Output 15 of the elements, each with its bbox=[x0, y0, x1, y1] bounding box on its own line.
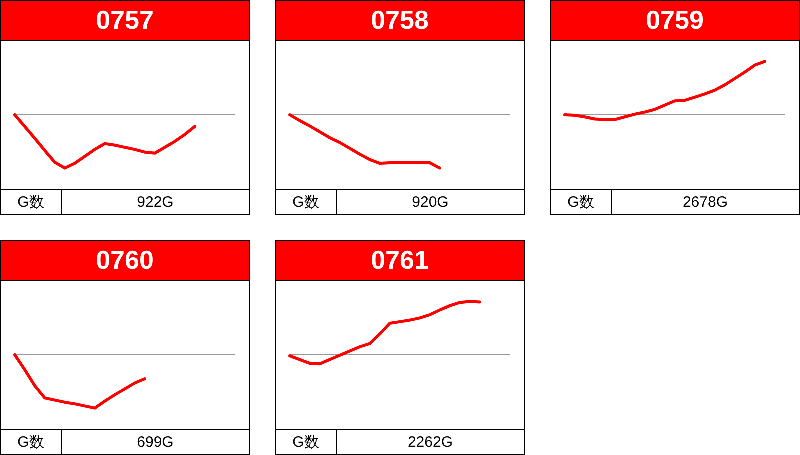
text: G数 bbox=[276, 190, 337, 215]
text: G数 bbox=[1, 190, 62, 215]
chart-title: 0761 bbox=[276, 241, 524, 281]
chart-title: 0760 bbox=[1, 241, 249, 281]
text: 2678G bbox=[682, 193, 730, 213]
chart-title: 0758 bbox=[276, 1, 524, 41]
chart-title: 0759 bbox=[551, 1, 799, 41]
text: 922G bbox=[136, 193, 175, 213]
text: 699G bbox=[136, 433, 175, 453]
chart-title: 0757 bbox=[1, 1, 249, 41]
text: 2262G bbox=[406, 433, 454, 453]
text: G数 bbox=[276, 430, 337, 455]
text: G数 bbox=[1, 430, 62, 455]
text: G数 bbox=[551, 190, 612, 215]
text: 920G bbox=[411, 193, 450, 213]
